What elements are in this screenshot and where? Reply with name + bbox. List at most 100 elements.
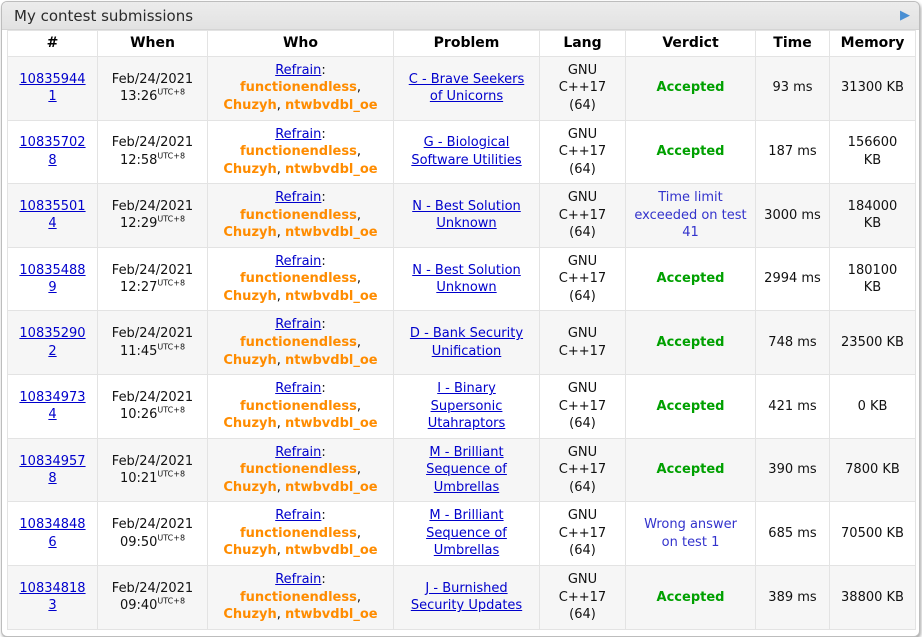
submission-row: 108348183 Feb/24/2021 09:40UTC+8 Refrain:…: [7, 565, 916, 630]
submission-lang: GNU C++17 (64): [539, 374, 626, 439]
problem-link[interactable]: N - Best Solution Unknown: [412, 262, 521, 296]
problem-link[interactable]: M - Brilliant Sequence of Umbrellas: [426, 508, 507, 559]
team-member-link[interactable]: ntwbvdbl_oe: [285, 416, 378, 432]
team-colon: :: [321, 381, 326, 397]
team-member-link[interactable]: ntwbvdbl_oe: [285, 288, 378, 304]
problem-link[interactable]: N - Best Solution Unknown: [412, 198, 521, 232]
team-link[interactable]: Refrain: [275, 62, 322, 78]
submission-memory: 31300 KB: [829, 55, 916, 121]
team-member-link[interactable]: ntwbvdbl_oe: [285, 97, 378, 113]
submission-memory: 38800 KB: [829, 565, 916, 630]
problem-link[interactable]: D - Bank Security Unification: [409, 326, 524, 359]
submission-when-cell: Feb/24/2021 12:29UTC+8: [97, 183, 208, 248]
submission-memory: 7800 KB: [829, 437, 916, 503]
team-member-link[interactable]: Chuzyh: [223, 416, 277, 432]
team-member-link[interactable]: ntwbvdbl_oe: [285, 161, 378, 177]
submission-date: Feb/24/2021: [111, 262, 194, 278]
problem-link[interactable]: M - Brilliant Sequence of Umbrellas: [426, 444, 507, 495]
submission-who-cell: Refrain: functionendless, Chuzyh, ntwbvd…: [207, 246, 394, 312]
team-member-link[interactable]: Chuzyh: [223, 225, 277, 241]
submission-who-cell: Refrain: functionendless, Chuzyh, ntwbvd…: [207, 437, 394, 503]
team-member-link[interactable]: functionendless: [240, 207, 357, 223]
submission-id-link[interactable]: 108348486: [19, 517, 86, 550]
submission-id-link[interactable]: 108349734: [19, 389, 86, 423]
timezone-label: UTC+8: [157, 278, 186, 288]
submission-id-cell: 108349734: [7, 374, 98, 439]
panel-caption: My contest submissions ▶: [2, 2, 919, 30]
submission-who-cell: Refrain: functionendless, Chuzyh, ntwbvd…: [207, 310, 394, 376]
submission-id-cell: 108354889: [7, 246, 98, 312]
submission-row: 108349734 Feb/24/2021 10:26UTC+8 Refrain:…: [7, 374, 916, 439]
team-members: functionendless, Chuzyh, ntwbvdbl_oe: [223, 144, 378, 177]
team-member-link[interactable]: functionendless: [240, 144, 357, 160]
team-link[interactable]: Refrain: [275, 444, 322, 460]
submission-runtime: 187 ms: [755, 119, 830, 185]
team-link[interactable]: Refrain: [275, 253, 322, 269]
submission-id-link[interactable]: 108349578: [19, 453, 86, 487]
submission-time-of-day: 10:21: [119, 471, 158, 487]
submission-date: Feb/24/2021: [111, 135, 194, 151]
column-header-lang: Lang: [539, 30, 626, 57]
team-member-link[interactable]: Chuzyh: [223, 607, 277, 623]
column-header-memory: Memory: [829, 30, 916, 57]
problem-link[interactable]: I - Binary Supersonic Utahraptors: [427, 381, 506, 432]
team-member-link[interactable]: Chuzyh: [223, 543, 277, 559]
team-link[interactable]: Refrain: [275, 572, 322, 588]
column-header-problem: Problem: [393, 30, 540, 57]
submission-verdict: Time limit exceeded on test 41: [625, 183, 756, 248]
submission-id-cell: 108359441: [7, 55, 98, 121]
team-member-link[interactable]: ntwbvdbl_oe: [285, 607, 378, 623]
submission-memory: 23500 KB: [829, 310, 916, 376]
problem-link[interactable]: C - Brave Seekers of Unicorns: [408, 71, 525, 105]
team-member-link[interactable]: Chuzyh: [223, 288, 277, 304]
submission-problem-cell: C - Brave Seekers of Unicorns: [393, 55, 540, 121]
team-member-link[interactable]: ntwbvdbl_oe: [285, 479, 378, 495]
problem-link[interactable]: J - Burnished Security Updates: [410, 580, 523, 614]
team-link[interactable]: Refrain: [275, 190, 322, 206]
submission-id-link[interactable]: 108352902: [19, 326, 86, 359]
team-member-link[interactable]: ntwbvdbl_oe: [285, 543, 378, 559]
timezone-label: UTC+8: [157, 533, 186, 543]
team-member-link[interactable]: functionendless: [240, 525, 357, 541]
submission-time-of-day: 12:29: [119, 216, 158, 232]
submission-problem-cell: N - Best Solution Unknown: [393, 183, 540, 248]
submission-time-of-day: 10:26: [119, 407, 158, 423]
team-link[interactable]: Refrain: [275, 508, 322, 524]
submission-runtime: 390 ms: [755, 437, 830, 503]
submission-id-link[interactable]: 108357028: [19, 135, 86, 168]
expand-arrow-icon[interactable]: ▶: [900, 8, 910, 23]
team-member-link[interactable]: functionendless: [240, 80, 357, 96]
submission-when-cell: Feb/24/2021 12:27UTC+8: [97, 246, 208, 312]
team-members: functionendless, Chuzyh, ntwbvdbl_oe: [223, 207, 378, 241]
team-member-link[interactable]: functionendless: [240, 462, 357, 478]
submission-who-cell: Refrain: functionendless, Chuzyh, ntwbvd…: [207, 119, 394, 185]
team-member-link[interactable]: Chuzyh: [223, 352, 277, 368]
team-colon: :: [321, 62, 326, 78]
team-member-link[interactable]: Chuzyh: [223, 161, 277, 177]
team-colon: :: [321, 190, 326, 206]
submission-id-link[interactable]: 108355014: [19, 198, 86, 232]
team-link[interactable]: Refrain: [275, 381, 322, 397]
team-colon: :: [321, 126, 326, 142]
team-link[interactable]: Refrain: [275, 126, 322, 142]
submission-runtime: 3000 ms: [755, 183, 830, 248]
submission-time-of-day: 09:50: [119, 534, 158, 550]
submission-id-link[interactable]: 108348183: [19, 580, 86, 614]
submission-when-cell: Feb/24/2021 13:26UTC+8: [97, 55, 208, 121]
team-member-link[interactable]: functionendless: [240, 398, 357, 414]
team-link[interactable]: Refrain: [275, 317, 322, 333]
team-member-link[interactable]: Chuzyh: [223, 97, 277, 113]
team-member-link[interactable]: functionendless: [240, 335, 357, 350]
team-member-link[interactable]: functionendless: [240, 589, 357, 605]
submission-when-cell: Feb/24/2021 10:21UTC+8: [97, 437, 208, 503]
submission-id-cell: 108348183: [7, 565, 98, 630]
problem-link[interactable]: G - Biological Software Utilities: [411, 135, 522, 168]
team-member-link[interactable]: functionendless: [240, 271, 357, 287]
team-member-link[interactable]: Chuzyh: [223, 479, 277, 495]
submission-id-link[interactable]: 108354889: [19, 262, 86, 296]
submission-id-link[interactable]: 108359441: [19, 71, 86, 105]
team-member-link[interactable]: ntwbvdbl_oe: [285, 352, 378, 368]
submission-id-cell: 108355014: [7, 183, 98, 248]
team-member-link[interactable]: ntwbvdbl_oe: [285, 225, 378, 241]
